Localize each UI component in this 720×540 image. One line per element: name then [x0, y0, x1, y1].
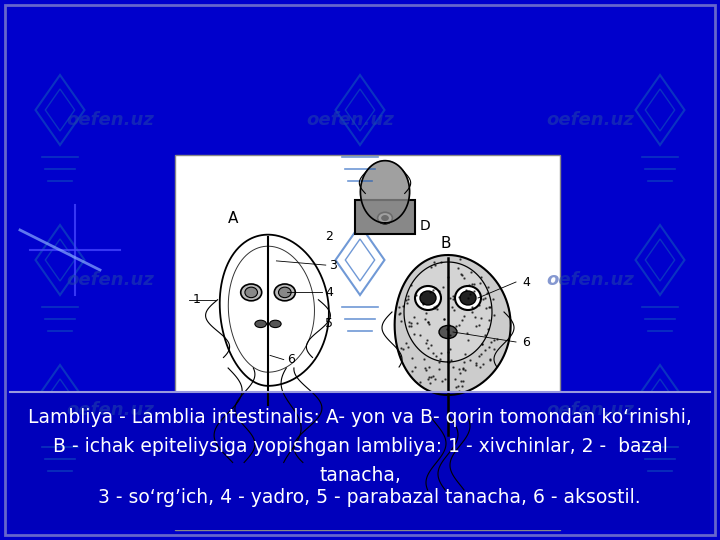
Ellipse shape — [255, 320, 266, 328]
Bar — [175, 155, 560, 530]
Ellipse shape — [279, 287, 291, 298]
Polygon shape — [395, 255, 510, 395]
Text: oefen.uz: oefen.uz — [546, 271, 634, 289]
Text: 4: 4 — [325, 286, 333, 299]
Bar — [356, 200, 415, 234]
Bar — [10, 392, 710, 530]
Text: B - ichak epiteliysiga yopishgan lambliya: 1 - xivchinlar, 2 -  bazal: B - ichak epiteliysiga yopishgan lambliy… — [53, 437, 667, 456]
Text: 6: 6 — [287, 353, 295, 366]
Ellipse shape — [455, 286, 481, 310]
Text: oefen.uz: oefen.uz — [546, 401, 634, 419]
Text: 1: 1 — [193, 293, 201, 306]
Ellipse shape — [377, 212, 392, 224]
Text: oefen.uz: oefen.uz — [306, 111, 394, 129]
Text: 3: 3 — [329, 259, 337, 272]
Ellipse shape — [240, 284, 261, 301]
Text: oefen.uz: oefen.uz — [66, 111, 154, 129]
Text: tanacha,: tanacha, — [319, 466, 401, 485]
Polygon shape — [404, 262, 492, 362]
Text: 5: 5 — [325, 318, 333, 330]
Ellipse shape — [269, 320, 281, 328]
Text: B: B — [440, 236, 451, 251]
Text: oefen.uz: oefen.uz — [546, 111, 634, 129]
Ellipse shape — [245, 287, 258, 298]
Text: 6: 6 — [522, 335, 530, 348]
Ellipse shape — [415, 286, 441, 310]
Text: 4: 4 — [522, 275, 530, 288]
Text: 3 - so‘rg’ich, 4 - yadro, 5 - parabazal tanacha, 6 - aksostil.: 3 - so‘rg’ich, 4 - yadro, 5 - parabazal … — [80, 488, 640, 507]
Text: oefen.uz: oefen.uz — [66, 271, 154, 289]
Text: 2: 2 — [325, 230, 333, 243]
Ellipse shape — [274, 284, 295, 301]
Ellipse shape — [439, 326, 457, 339]
Ellipse shape — [460, 291, 476, 305]
Polygon shape — [361, 160, 410, 223]
Text: A: A — [228, 211, 238, 226]
Text: oefen.uz: oefen.uz — [66, 401, 154, 419]
Text: Lambliya - Lamblia intestinalis: A- yon va B- qorin tomondan ko‘rinishi,: Lambliya - Lamblia intestinalis: A- yon … — [28, 408, 692, 427]
Ellipse shape — [420, 291, 436, 305]
Ellipse shape — [382, 215, 388, 220]
Text: D: D — [420, 219, 430, 233]
